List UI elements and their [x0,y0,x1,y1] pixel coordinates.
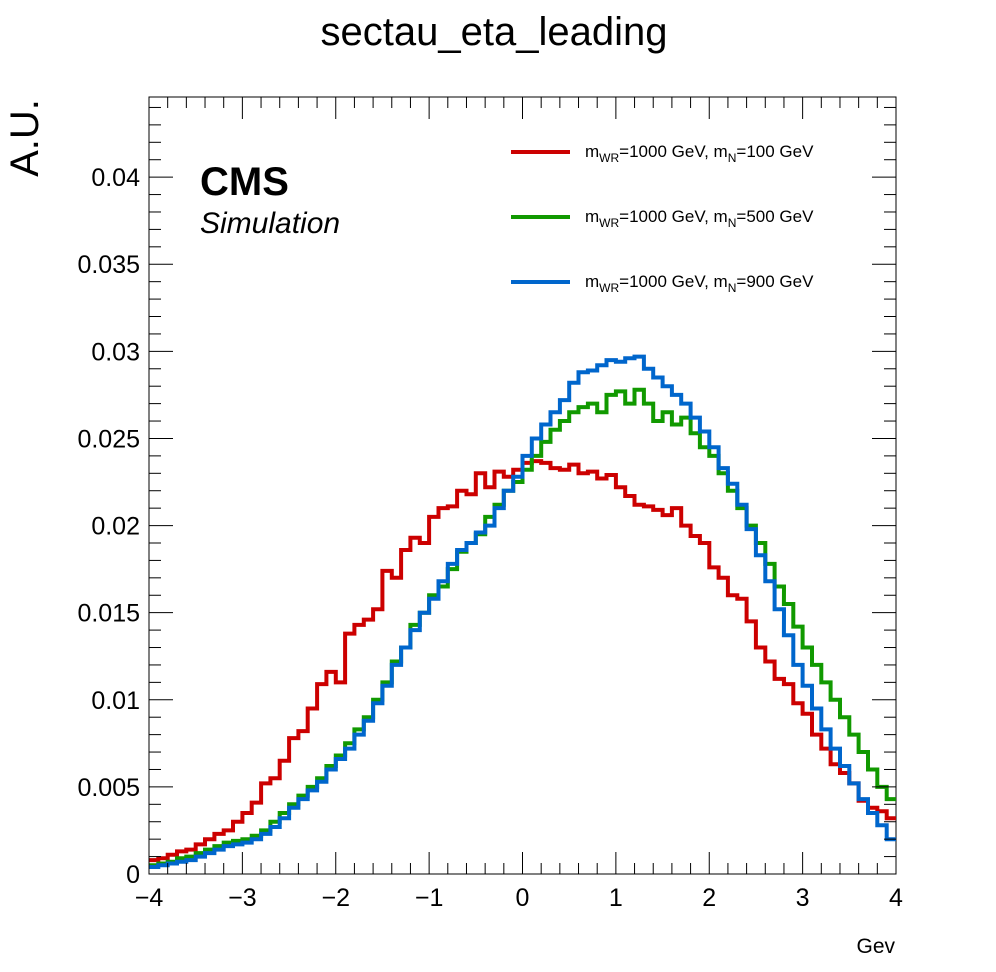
y-tick-label: 0.005 [77,774,140,802]
series-line-3 [149,354,896,869]
x-tick-label: −4 [135,884,164,912]
chart-title: sectau_eta_leading [321,10,668,54]
y-tick-label: 0.04 [91,164,140,192]
simulation-label: Simulation [200,207,340,240]
y-tick-label: 0.02 [91,513,140,541]
series-line-1 [149,459,896,863]
y-tick-label: 0.01 [91,687,140,715]
y-tick-label: 0 [126,861,140,889]
legend-label-2: mWR=1000 GeV, mN=500 GeV [585,207,814,230]
x-tick-label: −2 [321,884,350,912]
x-tick-label: 4 [889,884,903,912]
y-tick-label: 0.03 [91,338,140,366]
y-tick-label: 0.035 [77,251,140,279]
x-axis-title: Gev [856,935,895,958]
y-axis-title: A.U. [3,99,47,177]
x-tick-label: 1 [609,884,623,912]
x-tick-label: −1 [415,884,444,912]
y-tick-labels: 0 0.005 0.01 0.015 0.02 0.025 0.03 0.035 0.04 [77,164,140,889]
y-tick-label: 0.025 [77,425,140,453]
x-tick-label: −3 [228,884,257,912]
series-layer [149,354,896,869]
cms-label: CMS [200,160,289,204]
legend-label-1: mWR=1000 GeV, mN=100 GeV [585,142,814,165]
x-tick-label: 0 [516,884,530,912]
x-tick-label: 2 [702,884,716,912]
plot-area: −4 −3 −2 −1 0 1 2 3 4 0 0.005 0.01 0.015 0.02 0.025 0.… [77,96,903,912]
ticks-layer [148,97,897,875]
legend-label-3: mWR=1000 GeV, mN=900 GeV [585,272,814,295]
x-tick-labels: −4 −3 −2 −1 0 1 2 3 4 [135,884,903,912]
legend: mWR=1000 GeV, mN=100 GeV mWR=1000 GeV, mN… [511,142,814,295]
x-tick-label: 3 [796,884,810,912]
y-tick-label: 0.015 [77,600,140,628]
